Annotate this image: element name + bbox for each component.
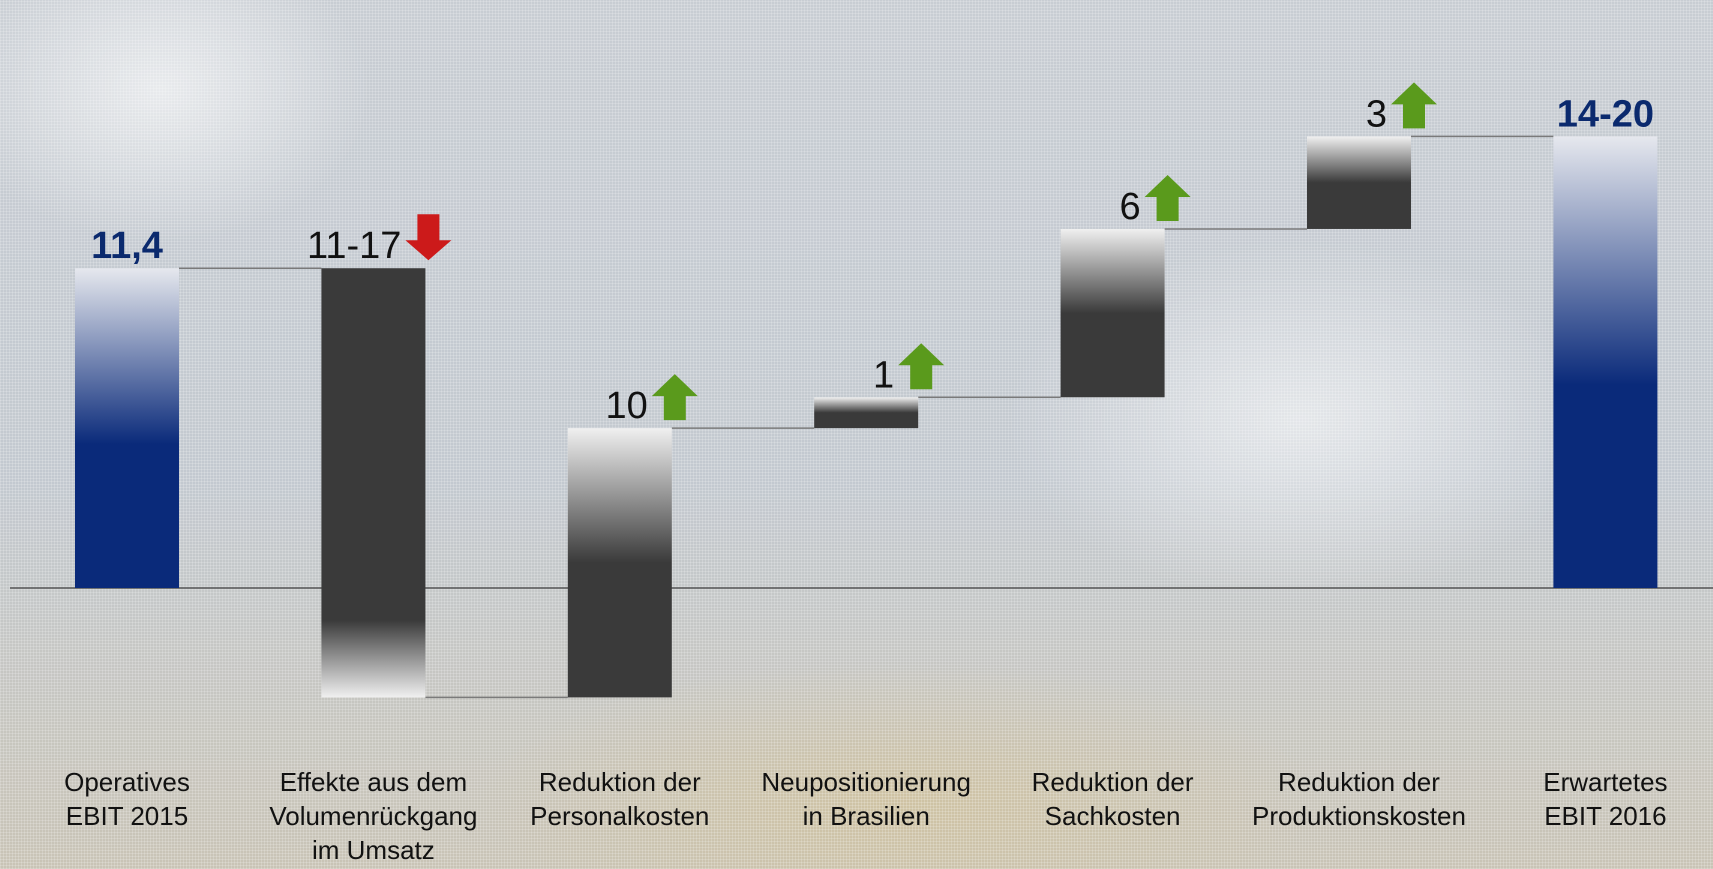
up-arrow-icon — [898, 343, 945, 390]
category-label-3: Reduktion der Personalkosten — [530, 767, 709, 831]
category-label-6: Reduktion der Produktionskosten — [1252, 767, 1466, 831]
category-label-line: im Umsatz — [312, 835, 435, 865]
up-arrow-icon — [1144, 174, 1191, 221]
category-label-5: Reduktion der Sachkosten — [1032, 767, 1194, 831]
bar-3 — [567, 428, 672, 698]
category-label-line: EBIT 2015 — [66, 801, 188, 831]
bar-5 — [1060, 228, 1165, 398]
category-label-7: Erwartetes EBIT 2016 — [1543, 767, 1667, 831]
up-arrow-icon — [1391, 82, 1437, 129]
bar-1 — [75, 268, 179, 588]
category-label-line: Operatives — [64, 767, 190, 797]
value-label-4: 1 — [873, 354, 894, 396]
category-label-line: Reduktion der — [1032, 767, 1194, 797]
category-label-line: Reduktion der — [1278, 767, 1440, 797]
up-arrow-icon — [651, 374, 698, 421]
category-label-line: Neupositionierung — [761, 767, 971, 797]
category-label-line: EBIT 2016 — [1544, 801, 1666, 831]
category-label-line: in Brasilien — [803, 801, 930, 831]
value-label-2: 11-17 — [307, 225, 401, 267]
value-label-5: 6 — [1119, 186, 1140, 228]
value-label-6: 3 — [1366, 93, 1387, 135]
category-label-line: Personalkosten — [530, 801, 709, 831]
category-label-1: Operatives EBIT 2015 — [64, 767, 190, 831]
bar-6 — [1307, 136, 1411, 229]
bar-7 — [1553, 136, 1658, 588]
category-label-2: Effekte aus dem Volumenrückgang im Umsatz — [269, 767, 477, 865]
category-label-line: Reduktion der — [539, 767, 701, 797]
value-label-7: 14-20 — [1557, 93, 1654, 135]
value-label-3: 10 — [606, 385, 648, 427]
category-label-4: Neupositionierung in Brasilien — [761, 767, 971, 831]
category-label-line: Sachkosten — [1045, 801, 1181, 831]
category-label-line: Produktionskosten — [1252, 801, 1466, 831]
bar-2 — [321, 268, 426, 698]
category-label-line: Volumenrückgang — [269, 801, 477, 831]
down-arrow-icon — [405, 214, 452, 261]
category-label-line: Effekte aus dem — [280, 767, 467, 797]
value-label-1: 11,4 — [91, 225, 163, 267]
category-label-line: Erwartetes — [1543, 767, 1667, 797]
bar-4 — [814, 397, 919, 429]
